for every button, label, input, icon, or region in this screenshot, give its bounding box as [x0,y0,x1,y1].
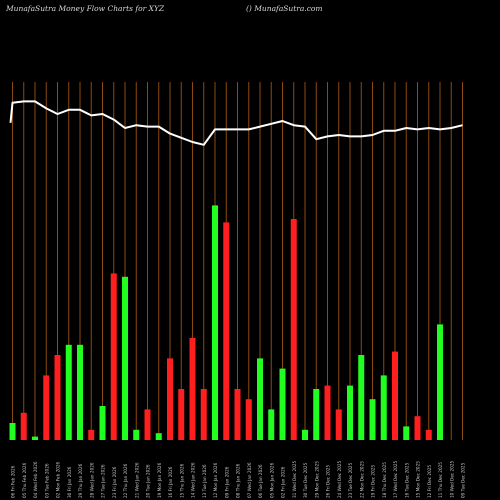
volume-bar [223,222,230,440]
x-tick-label: 19 Mon Jan 2026 [157,462,162,498]
volume-bars [9,205,443,440]
volume-bar [290,219,297,440]
x-tick-label: 18 Thu Dec 2025 [382,462,387,498]
volume-bar [88,429,95,440]
x-tick-label: 06 Fri Feb 2026 [11,465,16,498]
x-tick-label: 07 Wed Jan 2026 [247,462,252,498]
x-tick-label: 31 Wed Dec 2025 [292,460,297,498]
x-tick-label: 03 Tue Feb 2026 [44,463,49,498]
x-tick-label: 05 Thu Feb 2026 [22,462,27,498]
x-tick-label: 16 Tue Dec 2025 [404,462,409,498]
volume-bar [403,426,410,440]
x-tick-label: 08 Thu Jan 2026 [236,463,241,498]
x-tick-labels: 06 Fri Feb 2026 05 Thu Feb 2026 04 Wed Feb… [11,460,466,498]
x-tick-label: 24 Wed Dec 2025 [337,460,342,498]
x-tick-label: 23 Fri Jan 2026 [112,466,117,498]
x-tick-label: 17 Wed Dec 2025 [393,460,398,498]
volume-bar [302,429,308,440]
x-tick-label: 27 Tue Jan 2026 [101,464,106,498]
x-tick-label: 30 Tue Dec 2025 [303,462,308,498]
x-tick-label: 13 Tue Jan 2026 [202,464,207,498]
x-tick-label: 10 Wed Dec 2025 [449,460,454,498]
x-tick-label: 09 Fri Jan 2026 [224,466,229,498]
x-tick-label: 30 Fri Jan 2026 [67,466,72,498]
site-credit: () MunafaSutra.com [246,4,323,13]
volume-bar [347,385,353,440]
volume-bar [279,368,286,440]
volume-bar [212,205,218,440]
x-tick-label: 26 Fri Dec 2025 [326,465,331,498]
x-tick-label: 06 Tue Jan 2026 [258,464,263,498]
volume-bar [155,433,162,440]
x-tick-label: 20 Tue Jan 2026 [146,464,151,498]
x-tick-label: 22 Thu Jan 2026 [123,463,128,498]
volume-bar [99,406,106,440]
volume-bar [167,358,173,440]
x-tick-label: 29 Mon Dec 2025 [314,461,319,498]
volume-bar [20,412,27,440]
volume-bar [9,423,16,440]
volume-bar [257,358,263,440]
volume-bar [189,338,196,440]
x-tick-label: 02 Fri Jan 2026 [281,466,286,498]
x-tick-label: 21 Wed Jan 2026 [134,462,139,498]
volume-bar [380,375,387,440]
volume-bar [268,409,275,440]
volume-bar [425,429,432,440]
volume-bar [437,324,443,440]
volume-bar [110,273,117,440]
x-tick-label: 04 Wed Feb 2026 [33,461,38,498]
volume-bar [245,399,252,440]
x-tick-label: 12 Mon Jan 2026 [213,462,218,498]
x-tick-label: 12 Fri Dec 2025 [427,465,432,498]
x-tick-label: 02 Mon Feb 2026 [56,461,61,498]
volume-bar [32,436,38,440]
volume-bar [65,344,72,440]
x-tick-label: 16 Fri Jan 2026 [168,466,173,498]
volume-bar [324,385,331,440]
x-tick-label: 14 Wed Jan 2026 [191,462,196,498]
volume-bar [234,389,241,440]
x-tick-label: 28 Wed Jan 2026 [89,462,94,498]
volume-bar [144,409,151,440]
volume-bar [77,344,83,440]
grid-lines [12,82,463,440]
x-tick-label: 23 Tue Dec 2025 [348,462,353,498]
x-tick-label: 19 Fri Dec 2025 [371,465,376,498]
volume-bar [313,389,320,440]
volume-bar [392,351,398,440]
volume-bar [43,375,50,440]
price-line [9,100,463,146]
volume-bar [122,276,128,440]
x-tick-label: 15 Thu Jan 2026 [179,463,184,498]
x-tick-label: 11 Thu Dec 2025 [438,462,443,498]
volume-bar [369,399,376,440]
x-tick-label: 05 Mon Jan 2026 [269,462,274,498]
volume-bar [335,409,342,440]
volume-bar [54,355,61,440]
volume-bar [358,355,365,440]
x-tick-label: 22 Mon Dec 2025 [359,461,364,498]
volume-bar [414,416,421,440]
volume-bar [178,389,185,440]
volume-bar [133,429,140,440]
x-tick-label: 29 Thu Jan 2026 [78,463,83,498]
x-tick-label: 09 Tue Dec 2025 [461,462,466,498]
chart-title: MunafaSutra Money Flow Charts for XYZ [6,4,165,13]
volume-bar [200,389,207,440]
x-tick-label: 15 Mon Dec 2025 [416,461,421,498]
